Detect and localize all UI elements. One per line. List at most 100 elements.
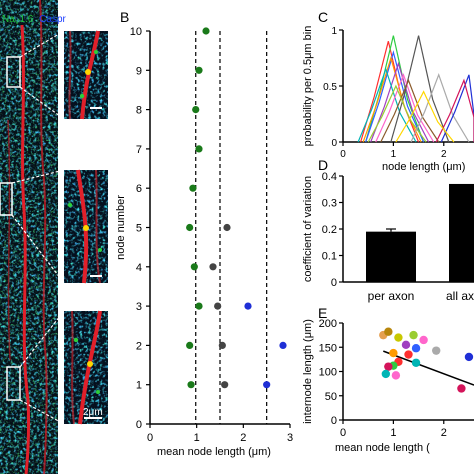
x-tick-label: 1	[390, 427, 396, 439]
data-point	[279, 341, 287, 349]
y-tick-label: 100	[319, 367, 337, 379]
scale-bar-label: 2μm	[83, 407, 103, 418]
distribution-line	[410, 73, 470, 143]
data-point	[404, 350, 413, 359]
zoom-line	[19, 86, 65, 120]
roi-box-2	[0, 182, 13, 216]
distribution-line	[390, 35, 450, 143]
y-tick-label: 3	[136, 301, 142, 313]
y-tick-label: 150	[319, 342, 337, 354]
y-tick-label: 2	[136, 340, 142, 352]
data-point	[190, 263, 198, 271]
x-tick-label: 0	[340, 427, 346, 439]
x-tick-label: 2	[441, 149, 447, 160]
data-point	[389, 348, 398, 358]
data-point	[263, 381, 271, 389]
y-tick-label: 0.4	[322, 171, 337, 183]
data-point	[384, 362, 393, 371]
data-point	[192, 106, 200, 114]
stain-label-rest: 1.6	[19, 14, 33, 25]
bar	[449, 183, 474, 282]
y-tick-label: 0.3	[322, 198, 337, 210]
y-tick-label: 5	[136, 223, 142, 235]
bar	[366, 231, 416, 282]
x-tick-label: 2	[441, 427, 447, 439]
data-point	[187, 381, 195, 389]
data-point	[186, 223, 194, 232]
zoom-line	[19, 30, 65, 58]
axon-main	[20, 24, 31, 474]
data-point	[409, 330, 418, 340]
inset-3	[64, 310, 108, 425]
y-axis-label: internode length (μm)	[302, 319, 314, 424]
axon-tertiary	[7, 119, 11, 361]
stain-label-sub: V	[15, 19, 20, 26]
distribution-line	[395, 90, 455, 143]
y-tick-label: 0.1	[322, 251, 337, 263]
data-point	[401, 340, 411, 350]
y-tick-label: 7	[136, 144, 142, 156]
roi-box-3	[6, 366, 21, 401]
y-tick-label: 6	[136, 183, 142, 195]
distribution-line	[435, 78, 474, 143]
y-tick-label: 10	[130, 26, 142, 38]
data-point	[189, 184, 197, 192]
x-axis-label: node length (μm)	[382, 161, 465, 173]
y-tick-label: 9	[136, 65, 142, 77]
stain-label-nav: Na	[2, 14, 15, 25]
panel-label-e: E	[318, 305, 327, 321]
distribution-line	[367, 84, 427, 143]
inset-2	[64, 169, 108, 284]
x-tick-label: 0	[147, 432, 153, 444]
data-point	[223, 223, 231, 232]
panel-label-c: C	[318, 9, 328, 25]
data-point	[381, 369, 391, 379]
data-point	[195, 66, 203, 74]
y-axis-label: node number	[115, 195, 127, 260]
y-tick-label: 0.2	[322, 224, 337, 236]
data-point	[195, 302, 203, 310]
distribution-line	[370, 61, 430, 143]
category-label: all ax	[446, 289, 474, 303]
zoom-line	[19, 399, 65, 425]
data-point	[186, 341, 194, 349]
stain-legend: NaV1.6 Caspr	[2, 14, 67, 26]
x-tick-label: 2	[240, 432, 246, 444]
y-tick-label: 0.5	[323, 82, 337, 93]
roi-box-1	[6, 56, 21, 88]
x-axis-label: mean node length (μm)	[157, 446, 271, 458]
data-point	[214, 302, 222, 310]
distribution-line	[380, 78, 440, 143]
x-axis-label: mean node length (	[335, 442, 430, 454]
data-point	[464, 352, 474, 362]
data-point	[202, 27, 210, 35]
data-point	[457, 384, 466, 393]
y-tick-label: 8	[136, 105, 142, 117]
data-point	[411, 344, 421, 353]
y-tick-label: 4	[136, 262, 142, 274]
distribution-line	[365, 50, 425, 143]
y-tick-label: 50	[325, 391, 337, 403]
data-point	[419, 335, 428, 345]
data-point	[195, 145, 203, 153]
y-axis-label: probability per 0.5μm bin	[302, 26, 314, 147]
data-point	[394, 333, 403, 342]
distribution-line	[375, 73, 435, 143]
stain-label-caspr: Caspr	[39, 14, 66, 25]
panel-label-d: D	[318, 157, 328, 173]
data-point	[209, 263, 217, 271]
axon-secondary	[39, 0, 48, 474]
zoom-line	[11, 169, 65, 184]
chart-d-cov: 0 0.1 0.2 0.3 0.4 per axon all ax coefficient o…	[302, 171, 474, 303]
y-tick-label: 200	[319, 318, 337, 330]
x-tick-label: 3	[287, 432, 293, 444]
y-tick-label: 0	[331, 277, 337, 289]
y-tick-label: 1	[331, 26, 337, 37]
y-tick-label: 0	[331, 415, 337, 427]
x-tick-label: 0	[340, 149, 346, 160]
data-point	[384, 327, 393, 336]
data-point	[221, 381, 229, 389]
category-label: per axon	[368, 289, 415, 303]
